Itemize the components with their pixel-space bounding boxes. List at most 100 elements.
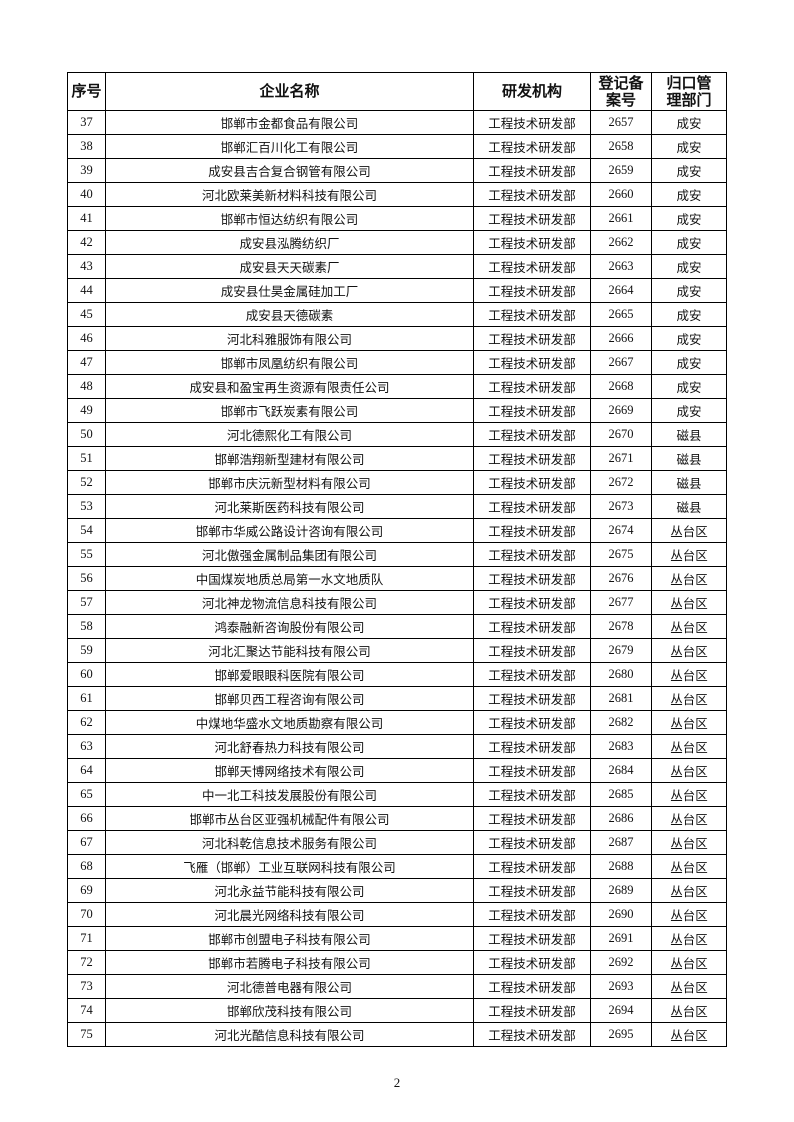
table-row: 42 成安县泓腾纺织厂 工程技术研发部 2662 成安 — [67, 230, 727, 255]
cell-department: 磁县 — [651, 446, 727, 471]
cell-department: 丛台区 — [651, 638, 727, 663]
cell-registration-number: 2666 — [590, 326, 652, 351]
cell-index: 70 — [67, 902, 106, 927]
cell-index: 39 — [67, 158, 106, 183]
cell-department: 成安 — [651, 278, 727, 303]
table-row: 61 邯郸贝西工程咨询有限公司 工程技术研发部 2681 丛台区 — [67, 686, 727, 711]
cell-rd-institution: 工程技术研发部 — [473, 782, 591, 807]
cell-index: 48 — [67, 374, 106, 399]
cell-index: 42 — [67, 230, 106, 255]
cell-company-name: 成安县天天碳素厂 — [105, 254, 474, 279]
cell-rd-institution: 工程技术研发部 — [473, 806, 591, 831]
cell-rd-institution: 工程技术研发部 — [473, 614, 591, 639]
cell-company-name: 成安县吉合复合钢管有限公司 — [105, 158, 474, 183]
cell-index: 73 — [67, 974, 106, 999]
cell-rd-institution: 工程技术研发部 — [473, 830, 591, 855]
cell-company-name: 飞雁（邯郸）工业互联网科技有限公司 — [105, 854, 474, 879]
cell-rd-institution: 工程技术研发部 — [473, 686, 591, 711]
cell-company-name: 邯郸爱眼眼科医院有限公司 — [105, 662, 474, 687]
cell-rd-institution: 工程技术研发部 — [473, 278, 591, 303]
cell-rd-institution: 工程技术研发部 — [473, 542, 591, 567]
cell-company-name: 邯郸贝西工程咨询有限公司 — [105, 686, 474, 711]
cell-department: 丛台区 — [651, 830, 727, 855]
cell-rd-institution: 工程技术研发部 — [473, 902, 591, 927]
table-row: 54 邯郸市华威公路设计咨询有限公司 工程技术研发部 2674 丛台区 — [67, 518, 727, 543]
cell-index: 47 — [67, 350, 106, 375]
cell-registration-number: 2689 — [590, 878, 652, 903]
cell-index: 71 — [67, 926, 106, 951]
cell-index: 44 — [67, 278, 106, 303]
cell-company-name: 河北光酷信息科技有限公司 — [105, 1022, 474, 1047]
cell-index: 41 — [67, 206, 106, 231]
cell-department: 成安 — [651, 374, 727, 399]
cell-index: 75 — [67, 1022, 106, 1047]
header-index: 序号 — [67, 72, 106, 111]
cell-registration-number: 2662 — [590, 230, 652, 255]
table-row: 64 邯郸天博网络技术有限公司 工程技术研发部 2684 丛台区 — [67, 758, 727, 783]
cell-rd-institution: 工程技术研发部 — [473, 302, 591, 327]
cell-rd-institution: 工程技术研发部 — [473, 950, 591, 975]
cell-registration-number: 2661 — [590, 206, 652, 231]
table-row: 69 河北永益节能科技有限公司 工程技术研发部 2689 丛台区 — [67, 878, 727, 903]
cell-company-name: 河北舒春热力科技有限公司 — [105, 734, 474, 759]
cell-rd-institution: 工程技术研发部 — [473, 398, 591, 423]
cell-company-name: 河北晨光网络科技有限公司 — [105, 902, 474, 927]
cell-company-name: 鸿泰融新咨询股份有限公司 — [105, 614, 474, 639]
cell-index: 49 — [67, 398, 106, 423]
cell-index: 45 — [67, 302, 106, 327]
cell-index: 74 — [67, 998, 106, 1023]
cell-registration-number: 2657 — [590, 110, 652, 135]
cell-rd-institution: 工程技术研发部 — [473, 470, 591, 495]
cell-rd-institution: 工程技术研发部 — [473, 590, 591, 615]
table-row: 60 邯郸爱眼眼科医院有限公司 工程技术研发部 2680 丛台区 — [67, 662, 727, 687]
cell-rd-institution: 工程技术研发部 — [473, 230, 591, 255]
table-row: 40 河北欧莱美新材料科技有限公司 工程技术研发部 2660 成安 — [67, 182, 727, 207]
cell-department: 丛台区 — [651, 710, 727, 735]
cell-rd-institution: 工程技术研发部 — [473, 326, 591, 351]
cell-department: 丛台区 — [651, 782, 727, 807]
cell-rd-institution: 工程技术研发部 — [473, 134, 591, 159]
table-row: 63 河北舒春热力科技有限公司 工程技术研发部 2683 丛台区 — [67, 734, 727, 759]
table-row: 52 邯郸市庆沅新型材料有限公司 工程技术研发部 2672 磁县 — [67, 470, 727, 495]
cell-department: 成安 — [651, 182, 727, 207]
table-row: 57 河北神龙物流信息科技有限公司 工程技术研发部 2677 丛台区 — [67, 590, 727, 615]
table-row: 55 河北傲强金属制品集团有限公司 工程技术研发部 2675 丛台区 — [67, 542, 727, 567]
cell-registration-number: 2663 — [590, 254, 652, 279]
enterprise-table: 序号 企业名称 研发机构 登记备案号 归口管理部门 37 邯郸市金都食品有限公司工… — [67, 72, 727, 1047]
table-row: 56 中国煤炭地质总局第一水文地质队 工程技术研发部 2676 丛台区 — [67, 566, 727, 591]
cell-company-name: 成安县泓腾纺织厂 — [105, 230, 474, 255]
cell-company-name: 邯郸汇百川化工有限公司 — [105, 134, 474, 159]
cell-company-name: 河北汇聚达节能科技有限公司 — [105, 638, 474, 663]
cell-registration-number: 2694 — [590, 998, 652, 1023]
table-row: 71 邯郸市创盟电子科技有限公司 工程技术研发部 2691 丛台区 — [67, 926, 727, 951]
cell-index: 56 — [67, 566, 106, 591]
cell-registration-number: 2660 — [590, 182, 652, 207]
table-row: 47 邯郸市凤凰纺织有限公司 工程技术研发部 2667 成安 — [67, 350, 727, 375]
cell-registration-number: 2690 — [590, 902, 652, 927]
cell-department: 成安 — [651, 134, 727, 159]
cell-registration-number: 2677 — [590, 590, 652, 615]
cell-index: 61 — [67, 686, 106, 711]
cell-registration-number: 2674 — [590, 518, 652, 543]
cell-company-name: 邯郸市华威公路设计咨询有限公司 — [105, 518, 474, 543]
cell-department: 丛台区 — [651, 590, 727, 615]
table-row: 41 邯郸市恒达纺织有限公司 工程技术研发部 2661 成安 — [67, 206, 727, 231]
cell-rd-institution: 工程技术研发部 — [473, 1022, 591, 1047]
cell-registration-number: 2682 — [590, 710, 652, 735]
cell-index: 60 — [67, 662, 106, 687]
cell-company-name: 邯郸市丛台区亚强机械配件有限公司 — [105, 806, 474, 831]
cell-index: 58 — [67, 614, 106, 639]
table-row: 72 邯郸市若腾电子科技有限公司 工程技术研发部 2692 丛台区 — [67, 950, 727, 975]
cell-company-name: 邯郸市创盟电子科技有限公司 — [105, 926, 474, 951]
table-row: 67 河北科乾信息技术服务有限公司 工程技术研发部 2687 丛台区 — [67, 830, 727, 855]
cell-index: 46 — [67, 326, 106, 351]
cell-department: 成安 — [651, 206, 727, 231]
cell-company-name: 邯郸市恒达纺织有限公司 — [105, 206, 474, 231]
table-row: 50 河北德熙化工有限公司 工程技术研发部 2670 磁县 — [67, 422, 727, 447]
table-row: 62 中煤地华盛水文地质勘察有限公司 工程技术研发部 2682 丛台区 — [67, 710, 727, 735]
cell-company-name: 邯郸欣茂科技有限公司 — [105, 998, 474, 1023]
table-row: 38 邯郸汇百川化工有限公司 工程技术研发部 2658 成安 — [67, 134, 727, 159]
cell-index: 38 — [67, 134, 106, 159]
cell-company-name: 邯郸天博网络技术有限公司 — [105, 758, 474, 783]
cell-department: 丛台区 — [651, 758, 727, 783]
